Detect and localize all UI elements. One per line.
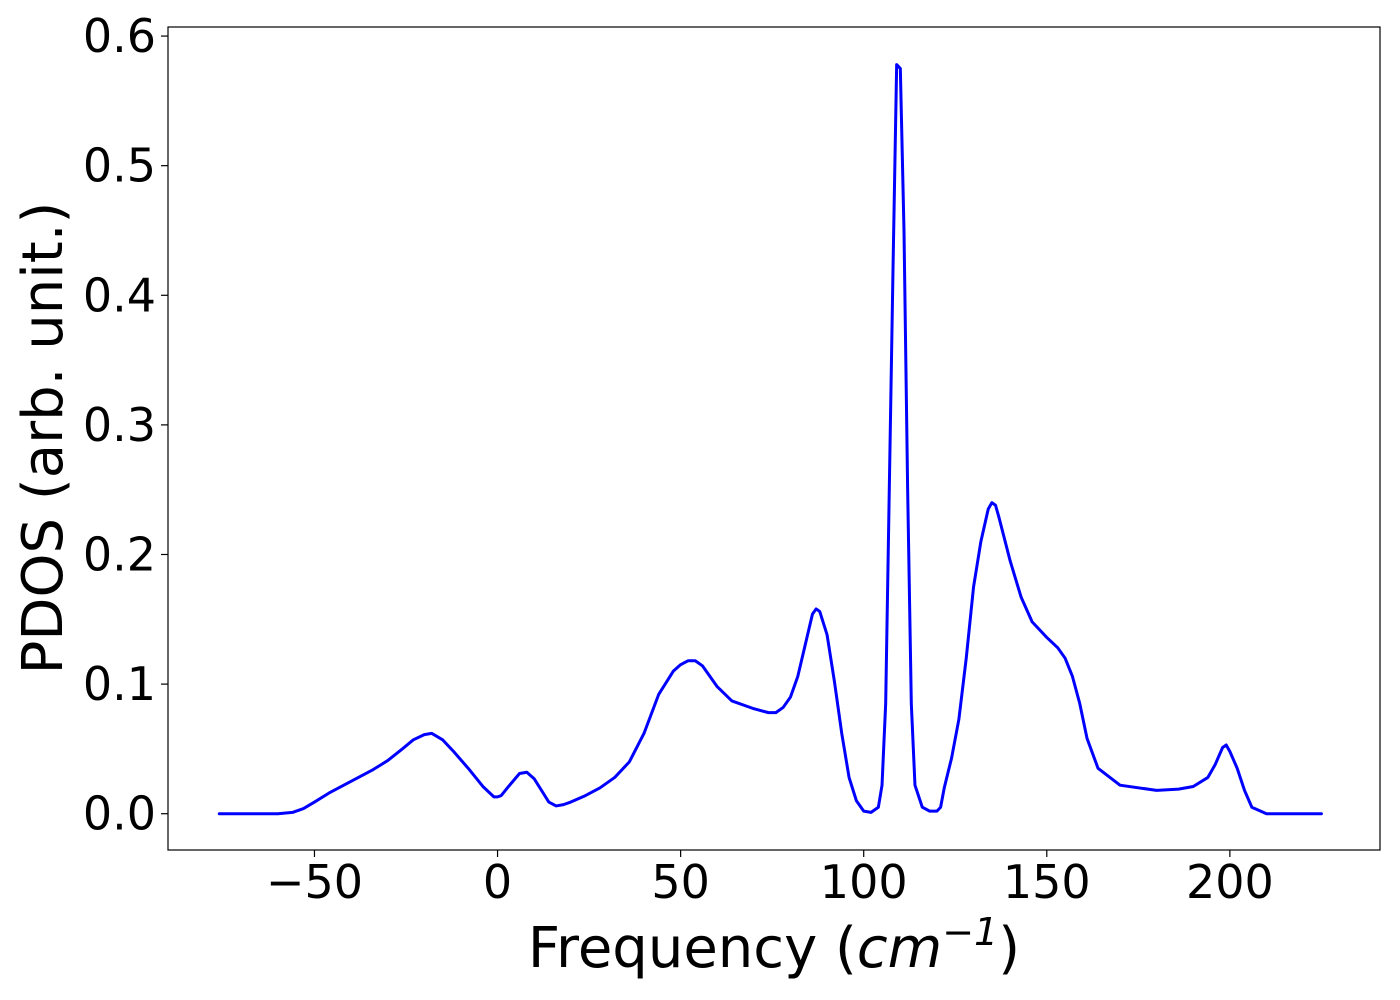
- y-tick-label: 0.1: [83, 657, 156, 711]
- y-tick-label: 0.5: [83, 139, 156, 193]
- x-tick-label: 200: [1186, 855, 1274, 909]
- x-axis-label: Frequency (cm−1): [528, 910, 1020, 981]
- plot-area: [217, 63, 1323, 816]
- x-tick-label: 100: [820, 855, 908, 909]
- pdos-series-line: [217, 63, 1323, 816]
- y-axis: 0.0 0.1 0.2 0.3 0.4 0.5 0.6: [83, 9, 168, 841]
- y-tick-label: 0.4: [83, 268, 156, 322]
- y-tick-label: 0.2: [83, 527, 156, 581]
- y-tick-label: 0.3: [83, 398, 156, 452]
- plot-frame: [167, 26, 1381, 851]
- x-axis: −50 0 50 100 150 200: [266, 850, 1274, 909]
- x-tick-label: −50: [266, 855, 363, 909]
- x-tick-label: 0: [483, 855, 512, 909]
- y-tick-label: 0.6: [83, 9, 156, 63]
- y-axis-label: PDOS (arb. unit.): [11, 202, 76, 675]
- y-tick-label: 0.0: [83, 787, 156, 841]
- x-tick-label: 50: [651, 855, 710, 909]
- x-tick-label: 150: [1003, 855, 1091, 909]
